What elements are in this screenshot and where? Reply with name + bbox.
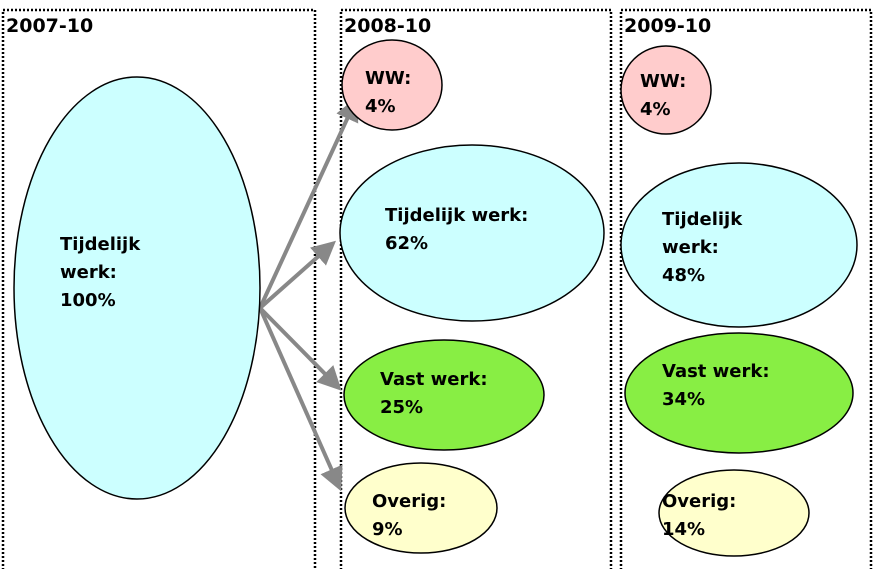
column-header: 2007-10 xyxy=(6,15,93,37)
node-ellipse xyxy=(344,462,498,554)
node-label: 48% xyxy=(662,265,705,286)
node-label: 4% xyxy=(365,96,396,117)
node-ellipse xyxy=(341,39,443,131)
node-label: 4% xyxy=(640,99,671,120)
node-ellipse xyxy=(339,144,605,322)
column-frame xyxy=(1,8,317,569)
node-label: WW: xyxy=(640,71,686,92)
node-label: werk: xyxy=(662,237,719,258)
node-label: Overig: xyxy=(662,491,736,512)
column-header: 2008-10 xyxy=(344,15,431,37)
node-ellipse xyxy=(658,469,810,557)
node-label: 34% xyxy=(662,389,705,410)
arrow xyxy=(258,306,342,391)
arrow xyxy=(258,96,359,309)
node-label: Tijdelijk werk: xyxy=(385,205,528,226)
arrows xyxy=(258,96,359,492)
arrow xyxy=(258,240,336,310)
node-label: Overig: xyxy=(372,491,446,512)
node-label: Vast werk: xyxy=(662,361,770,382)
node-label: 14% xyxy=(662,519,705,540)
node-ellipse xyxy=(13,76,261,500)
node-label: WW: xyxy=(365,68,411,89)
column-header: 2009-10 xyxy=(624,15,711,37)
node-label: Tijdelijk xyxy=(60,234,141,255)
node-label: 25% xyxy=(380,397,423,418)
node-ellipse xyxy=(620,162,858,328)
node-label: 9% xyxy=(372,519,403,540)
node-ellipse xyxy=(620,45,712,135)
node-label: Tijdelijk xyxy=(662,209,743,230)
node-label: 62% xyxy=(385,233,428,254)
node-label: 100% xyxy=(60,290,116,311)
node-ellipse xyxy=(343,339,545,451)
node-label: werk: xyxy=(60,262,117,283)
column-frame xyxy=(619,8,873,569)
arrow xyxy=(258,307,343,492)
node-label: Vast werk: xyxy=(380,369,488,390)
node-ellipse xyxy=(624,332,854,454)
